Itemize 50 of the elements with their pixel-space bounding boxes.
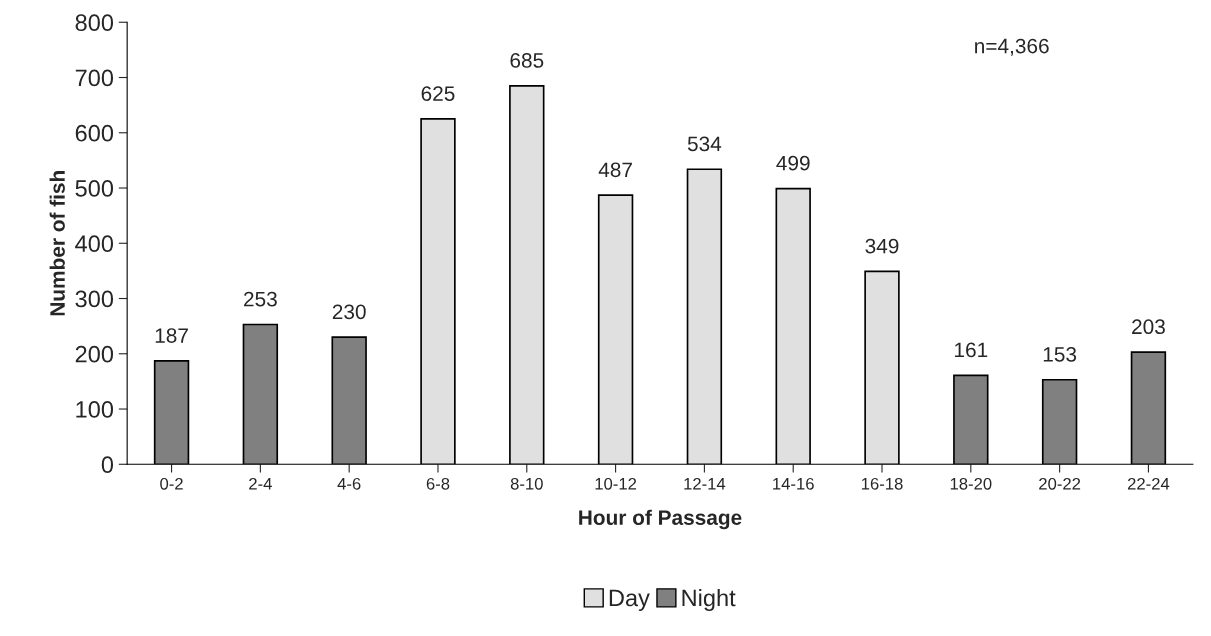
data-label: 187 [155, 328, 188, 343]
y-axis-title: Number of fish [49, 171, 65, 316]
x-tick-label: 16-18 [861, 477, 903, 490]
x-tick-label: 14-16 [773, 477, 814, 490]
bar [153, 360, 190, 465]
data-label: 203 [1132, 319, 1165, 335]
bar [686, 168, 723, 465]
x-tick-label: 18-20 [950, 477, 992, 490]
legend-label: Day [609, 589, 650, 611]
data-label: 487 [598, 162, 632, 178]
x-tick-label: 4-6 [337, 477, 361, 490]
data-label: 685 [510, 53, 544, 68]
x-tick-label: 12-14 [684, 477, 726, 490]
x-tick-label: 10-12 [595, 477, 637, 490]
bar [775, 187, 811, 465]
y-tick-label: 700 [75, 69, 114, 87]
x-tick-label: 8-10 [510, 477, 543, 490]
bar [953, 374, 989, 465]
x-tick-label: 2-4 [249, 477, 272, 490]
bar [1041, 378, 1078, 465]
data-label: 161 [955, 342, 988, 358]
y-tick-label: 800 [75, 14, 114, 32]
y-tick-label: 100 [76, 401, 114, 418]
x-tick-label: 22-24 [1127, 477, 1170, 490]
y-tick-label: 0 [101, 456, 114, 474]
bar [597, 194, 634, 465]
y-tick-label: 300 [75, 290, 114, 308]
x-tick-label: 6-8 [426, 477, 450, 490]
bar [509, 84, 545, 465]
bar [331, 336, 367, 465]
data-label: 253 [244, 291, 277, 307]
y-tick-label: 200 [75, 345, 114, 363]
bar [242, 323, 279, 465]
data-label: 153 [1043, 346, 1077, 362]
data-label: 499 [776, 155, 810, 171]
x-tick-label: 0-2 [160, 477, 183, 490]
bar [420, 118, 456, 465]
data-label: 534 [687, 136, 722, 152]
y-tick-label: 400 [75, 235, 114, 253]
x-tick-label: 20-22 [1039, 477, 1081, 490]
legend-label: Night [682, 588, 736, 611]
data-label: 349 [865, 238, 899, 254]
y-tick-label: 600 [75, 124, 114, 142]
data-label: 625 [421, 86, 455, 101]
bar [1130, 351, 1167, 465]
y-tick-label: 500 [75, 180, 114, 197]
data-label: 230 [332, 304, 366, 320]
bar [864, 270, 900, 465]
annotation: n=4,366 [975, 38, 1049, 56]
x-axis-title: Hour of Passage [579, 509, 742, 530]
